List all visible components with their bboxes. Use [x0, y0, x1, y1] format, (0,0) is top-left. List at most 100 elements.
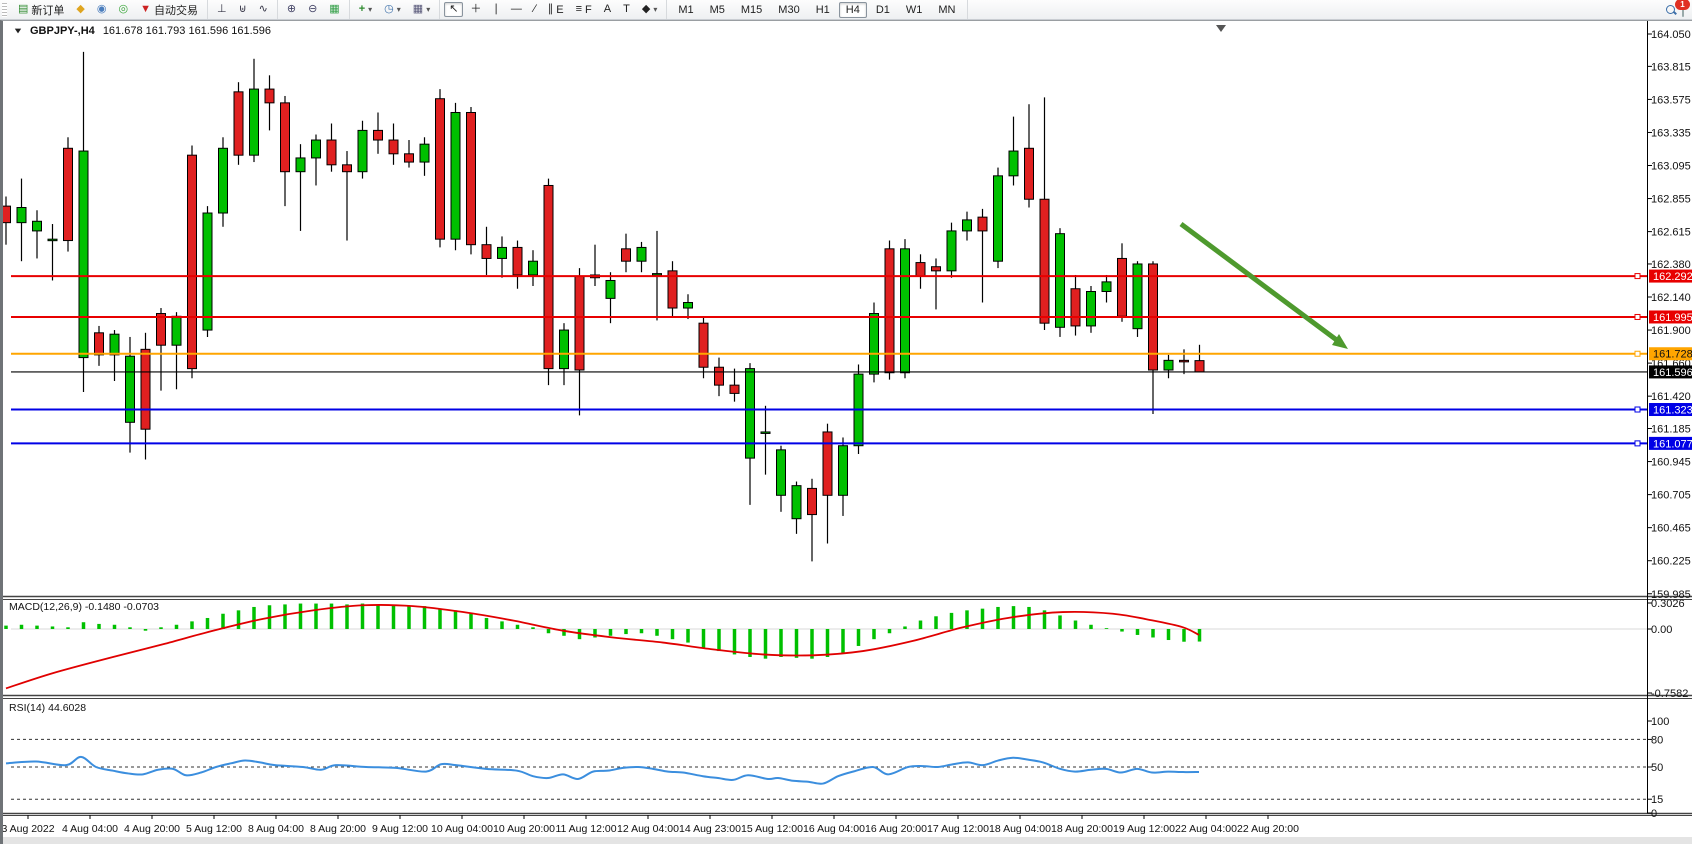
- chart-canvas[interactable]: 164.050 163.815 163.575 163.335 163.095 162.8…: [3, 21, 1692, 844]
- svg-text:8 Aug 20:00: 8 Aug 20:00: [310, 823, 366, 835]
- svg-text:162.380: 162.380: [1651, 259, 1691, 271]
- hline-icon: —: [510, 3, 522, 15]
- svg-text:9 Aug 12:00: 9 Aug 12:00: [372, 823, 428, 835]
- svg-text:16 Aug 04:00: 16 Aug 04:00: [803, 823, 865, 835]
- svg-text:10 Aug 04:00: 10 Aug 04:00: [431, 823, 493, 835]
- svg-text:18 Aug 04:00: 18 Aug 04:00: [989, 823, 1051, 835]
- svg-text:163.335: 163.335: [1651, 127, 1691, 139]
- timeframe-button-m5[interactable]: M5: [709, 3, 725, 16]
- svg-text:161.995: 161.995: [1653, 312, 1692, 324]
- templates-button[interactable]: ▦ ▾: [408, 2, 435, 17]
- clock-icon: ◷: [384, 3, 394, 15]
- horizontal-line-button[interactable]: —: [506, 2, 527, 17]
- chat-icon: [1682, 2, 1684, 17]
- periods-button[interactable]: ◷ ▾: [379, 2, 406, 17]
- arrows-button[interactable]: ◆ ▾: [637, 2, 662, 17]
- svg-text:162.292: 162.292: [1653, 271, 1692, 283]
- timeframe-button-m15[interactable]: M15: [740, 3, 763, 16]
- equidistant-channel-button[interactable]: ∥ E: [543, 2, 569, 18]
- label-icon: T: [623, 3, 630, 15]
- svg-text:8 Aug 04:00: 8 Aug 04:00: [248, 823, 304, 835]
- trend-arrow-annotation[interactable]: [1179, 221, 1348, 349]
- publisher-button[interactable]: ◉: [92, 2, 112, 17]
- publisher-icon: ◉: [96, 3, 107, 15]
- toolbar-grip[interactable]: [2, 2, 7, 17]
- text-button[interactable]: A: [599, 2, 616, 17]
- new-order-button-label: 新订单: [31, 4, 65, 17]
- zoom-out-icon: ⊖: [308, 3, 318, 15]
- svg-text:-0.7582: -0.7582: [1651, 688, 1688, 700]
- symbol-title: GBPJPY-,H4: [30, 25, 95, 37]
- collapse-symbol-icon[interactable]: [14, 28, 22, 34]
- svg-text:161.728: 161.728: [1653, 349, 1692, 361]
- fibonacci-icon: ≡: [575, 3, 583, 15]
- search-icon[interactable]: [1666, 4, 1677, 15]
- tiles-icon: ▦: [329, 3, 340, 15]
- candles-icon: ⊎: [238, 3, 247, 15]
- new-order-button[interactable]: ▤ 新订单: [13, 0, 69, 20]
- svg-text:0: 0: [1651, 808, 1657, 820]
- timeframe-button-w1[interactable]: W1: [905, 3, 923, 16]
- chart-window[interactable]: 164.050 163.815 163.575 163.335 163.095 162.8…: [0, 20, 1692, 844]
- notifications-button[interactable]: 1: [1675, 0, 1690, 17]
- chevron-down-icon: ▾: [653, 5, 658, 14]
- signal-icon: ◎: [118, 3, 129, 15]
- chevron-down-icon: ▾: [426, 5, 431, 14]
- svg-text:22 Aug 20:00: 22 Aug 20:00: [1237, 823, 1299, 835]
- svg-text:161.596: 161.596: [1653, 367, 1692, 379]
- price-lines: 162.292 161.995 161.728 161.596 161.323 161.0…: [11, 269, 1692, 450]
- svg-text:161.323: 161.323: [1653, 405, 1692, 417]
- timeframe-button-h4[interactable]: H4: [838, 1, 867, 18]
- objects-group: ↖ ＋ ∣ — ∕ ∥ E ≡ F A T ◆ ▾: [440, 0, 668, 19]
- date-axis: 3 Aug 2022 4 Aug 04:00 4 Aug 20:00 5 Aug 12…: [3, 815, 1299, 835]
- chart-shift-marker: [1216, 25, 1226, 32]
- crosshair-icon: ＋: [470, 3, 482, 15]
- svg-text:5 Aug 12:00: 5 Aug 12:00: [186, 823, 242, 835]
- new-order-icon: ▤: [18, 3, 29, 15]
- candles: [3, 51, 1205, 562]
- timeframe-button-h1[interactable]: H1: [815, 3, 830, 16]
- chevron-down-icon: ▾: [396, 5, 401, 14]
- crosshair-button[interactable]: ＋: [465, 2, 486, 17]
- svg-text:0.00: 0.00: [1651, 624, 1672, 636]
- line-chart-button[interactable]: ∿: [254, 2, 273, 17]
- toolbar-right: 1: [1666, 0, 1692, 17]
- svg-text:161.420: 161.420: [1651, 391, 1691, 403]
- candlestick-chart-button[interactable]: ⊎: [234, 2, 252, 17]
- timeframe-button-mn[interactable]: MN: [938, 3, 956, 16]
- trendline-button[interactable]: ∕: [529, 2, 541, 17]
- timeframe-button-d1[interactable]: D1: [875, 3, 890, 16]
- zoom-out-button[interactable]: ⊖: [303, 2, 322, 17]
- timeframe-button-m1[interactable]: M1: [678, 3, 694, 16]
- ohlc-readout: 161.678 161.793 161.596 161.596: [102, 25, 272, 37]
- channel-icon: ∥: [547, 3, 554, 15]
- chart-header: GBPJPY-,H4 161.678 161.793 161.596 161.5…: [14, 25, 271, 37]
- text-label-button[interactable]: T: [618, 2, 635, 17]
- zoom-group: ⊕ ⊖ ▦: [278, 0, 350, 19]
- cursor-button[interactable]: ↖: [444, 2, 464, 17]
- fibonacci-button[interactable]: ≡ F: [571, 2, 597, 18]
- trade-group: ▤ 新订单 ◆ ◉ ◎ ▼ 自动交易: [9, 0, 208, 19]
- svg-text:18 Aug 20:00: 18 Aug 20:00: [1051, 823, 1113, 835]
- vertical-line-button[interactable]: ∣: [488, 2, 504, 17]
- svg-text:80: 80: [1651, 734, 1663, 746]
- tile-windows-button[interactable]: ▦: [324, 2, 344, 17]
- svg-text:162.615: 162.615: [1651, 227, 1691, 239]
- svg-text:11 Aug 12:00: 11 Aug 12:00: [555, 823, 616, 835]
- auto-trading-button[interactable]: ▼ 自动交易: [135, 0, 203, 20]
- svg-text:160.705: 160.705: [1651, 490, 1691, 502]
- bars-icon: ⊥: [216, 3, 227, 15]
- fibonacci-button-label: F: [585, 3, 592, 16]
- chart-gallery-button[interactable]: ◆: [71, 2, 89, 17]
- cursor-icon: ↖: [449, 3, 459, 15]
- bar-chart-button[interactable]: ⊥: [212, 2, 232, 17]
- zoom-in-button[interactable]: ⊕: [282, 2, 301, 17]
- signals-button[interactable]: ◎: [113, 2, 133, 17]
- timeframe-button-m30[interactable]: M30: [778, 3, 800, 16]
- chevron-down-icon: ▾: [368, 5, 373, 14]
- timeframe-group: M1 M5 M15 M30 H1 H4 D1 W1 MN: [667, 0, 968, 19]
- indicators-button[interactable]: + ▾: [354, 2, 377, 17]
- vline-icon: ∣: [493, 3, 499, 15]
- macd-pane: 0.3026 0.00 -0.7582: [4, 598, 1688, 700]
- template-icon: ▦: [412, 3, 424, 15]
